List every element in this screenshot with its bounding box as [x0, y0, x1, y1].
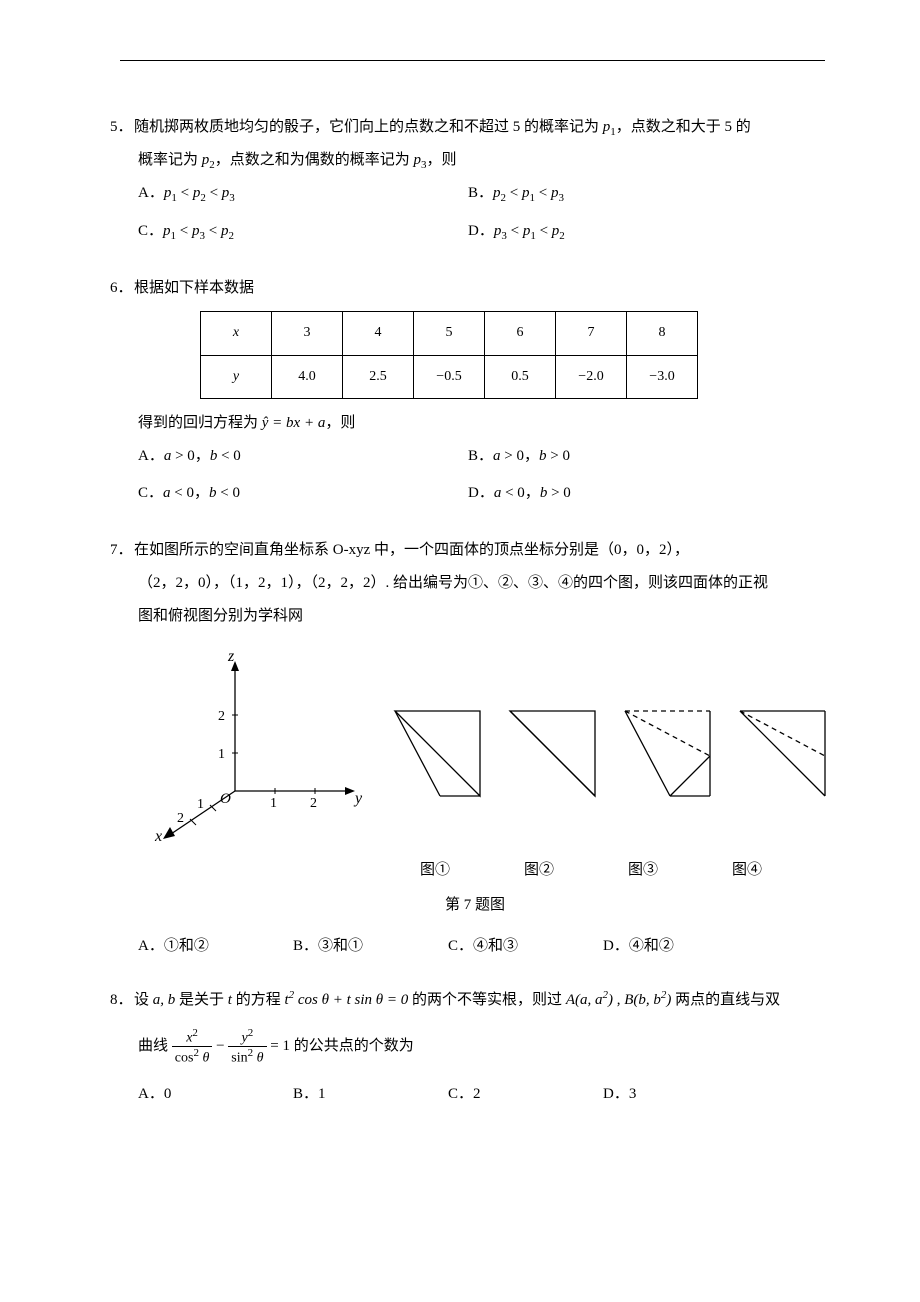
question-6: 6．根据如下样本数据 x 3 4 5 6 7 8 y 4.0 2.5 −0.5 …	[110, 272, 820, 515]
q8-t1c: 的方程	[232, 992, 285, 1008]
q6-option-a: A．a > 0，b < 0	[138, 440, 468, 473]
q6-options: A．a > 0，b < 0 B．a > 0，b > 0 C．a < 0，b < …	[110, 440, 820, 514]
q7-option-b: B．③和①	[293, 930, 448, 963]
q5-text2-start: 概率记为	[138, 152, 202, 168]
question-5: 5．随机掷两枚质地均匀的骰子，它们向上的点数之和不超过 5 的概率记为 p1，点…	[110, 111, 820, 252]
axes-icon: z y x O 1 2	[154, 648, 363, 841]
q8-t2a: 曲线	[138, 1038, 172, 1054]
q5-option-b: B．p2 < p1 < p3	[468, 177, 798, 210]
q5-text2-end: ，则	[427, 152, 457, 168]
q7-option-d: D．④和②	[603, 930, 758, 963]
q5-option-a: A．p1 < p2 < p3	[138, 177, 468, 210]
q8-t1b: 是关于	[175, 992, 228, 1008]
z-axis-label: z	[227, 648, 235, 665]
q6-y-3: −0.5	[414, 355, 485, 399]
origin-label: O	[220, 791, 231, 807]
y-tick-1: 1	[270, 796, 277, 811]
q6-text2-start: 得到的回归方程为	[138, 415, 262, 431]
q7-svg: z y x O 1 2	[130, 641, 830, 841]
question-8: 8．设 a, b 是关于 t 的方程 t2 cos θ + t sin θ = …	[110, 983, 820, 1111]
q8-option-d: D．3	[603, 1078, 758, 1111]
x-tick-2: 2	[177, 811, 184, 826]
q6-y-6: −3.0	[627, 355, 698, 399]
q6-eq: ŷ = bx + a	[262, 415, 326, 431]
q7-options: A．①和② B．③和① C．④和③ D．④和②	[110, 930, 820, 963]
x-axis-label: x	[154, 828, 162, 841]
q5-text2-mid: ，点数之和为偶数的概率记为	[215, 152, 414, 168]
q5-text1-end: ，点数之和大于 5 的	[616, 119, 751, 135]
table-row: y 4.0 2.5 −0.5 0.5 −2.0 −3.0	[201, 355, 698, 399]
q6-x-7: 7	[556, 311, 627, 355]
q6-th-x: x	[201, 311, 272, 355]
q6-text: 根据如下样本数据	[134, 280, 254, 296]
q8-minus: −	[216, 1038, 228, 1054]
fig4-label: 图④	[732, 854, 762, 887]
fig2-label: 图②	[524, 854, 554, 887]
z-tick-2: 2	[218, 709, 225, 724]
q6-x-3: 3	[272, 311, 343, 355]
q6-text2-end: ，则	[325, 415, 355, 431]
question-7: 7．在如图所示的空间直角坐标系 O-xyz 中，一个四面体的顶点坐标分别是（0，…	[110, 534, 820, 963]
q8-option-b: B．1	[293, 1078, 448, 1111]
q8-option-c: C．2	[448, 1078, 603, 1111]
q6-x-6: 6	[485, 311, 556, 355]
q8-eq: t2 cos θ + t sin θ = 0	[284, 992, 408, 1008]
table-row: x 3 4 5 6 7 8	[201, 311, 698, 355]
q6-x-8: 8	[627, 311, 698, 355]
q6-option-d: D．a < 0，b > 0	[468, 477, 798, 510]
q6-y-2: 2.5	[343, 355, 414, 399]
q6-x-5: 5	[414, 311, 485, 355]
q7-option-a: A．①和②	[138, 930, 293, 963]
q8-comma: ,	[613, 992, 624, 1008]
figure-2-icon	[510, 711, 595, 796]
q7-text2: （2，2，0），（1，2，1），（2，2，2）. 给出编号为①、②、③、④的四个…	[110, 567, 820, 600]
figure-1-icon	[395, 711, 480, 796]
q6-x-4: 4	[343, 311, 414, 355]
q6-option-c: C．a < 0，b < 0	[138, 477, 468, 510]
z-tick-1: 1	[218, 747, 225, 762]
q8-number: 8．	[110, 984, 134, 1017]
q8-t1d: 的两个不等实根，则过	[408, 992, 566, 1008]
q8-t2b: 的公共点的个数为	[294, 1038, 414, 1054]
q6-y-4: 0.5	[485, 355, 556, 399]
q5-p3-var: p	[414, 152, 422, 168]
q7-sublabels: 图① 图② 图③ 图④	[130, 854, 820, 887]
q8-t1a: 设	[134, 992, 153, 1008]
q7-number: 7．	[110, 534, 134, 567]
q6-option-b: B．a > 0，b > 0	[468, 440, 798, 473]
q7-figure: z y x O 1 2	[110, 641, 820, 922]
q5-option-d: D．p3 < p1 < p2	[468, 215, 798, 248]
q6-y-5: −2.0	[556, 355, 627, 399]
q7-option-c: C．④和③	[448, 930, 603, 963]
q5-option-c: C．p1 < p3 < p2	[138, 215, 468, 248]
q8-frac1: x2 cos2 θ	[172, 1027, 213, 1066]
q5-number: 5．	[110, 111, 134, 144]
q6-number: 6．	[110, 272, 134, 305]
figure-3-icon	[625, 711, 710, 796]
q8-option-a: A．0	[138, 1078, 293, 1111]
x-tick-1: 1	[197, 797, 204, 812]
y-axis-label: y	[353, 790, 363, 807]
q8-eqend: = 1	[270, 1038, 290, 1054]
q8-pointB: B(b, b2)	[624, 992, 671, 1008]
q8-options: A．0 B．1 C．2 D．3	[110, 1078, 820, 1111]
q7-text1: 在如图所示的空间直角坐标系 O-xyz 中，一个四面体的顶点坐标分别是（0，0，…	[134, 542, 689, 558]
q8-t1e: 两点的直线与双	[671, 992, 780, 1008]
page-top-rule	[120, 60, 825, 61]
q7-caption: 第 7 题图	[130, 889, 820, 922]
y-tick-2: 2	[310, 796, 317, 811]
fig3-label: 图③	[628, 854, 658, 887]
q8-frac2: y2 sin2 θ	[228, 1027, 266, 1066]
q5-text1: 随机掷两枚质地均匀的骰子，它们向上的点数之和不超过 5 的概率记为	[134, 119, 599, 135]
fig1-label: 图①	[420, 854, 450, 887]
q5-options: A．p1 < p2 < p3 B．p2 < p1 < p3 C．p1 < p3 …	[110, 177, 820, 251]
q8-pointA: A(a, a2)	[566, 992, 613, 1008]
q7-text3: 图和俯视图分别为学科网	[110, 600, 820, 633]
q8-ab: a, b	[153, 992, 176, 1008]
figure-4-icon	[740, 711, 825, 796]
q6-table: x 3 4 5 6 7 8 y 4.0 2.5 −0.5 0.5 −2.0 −3…	[200, 311, 698, 400]
q6-y-1: 4.0	[272, 355, 343, 399]
q6-th-y: y	[201, 355, 272, 399]
